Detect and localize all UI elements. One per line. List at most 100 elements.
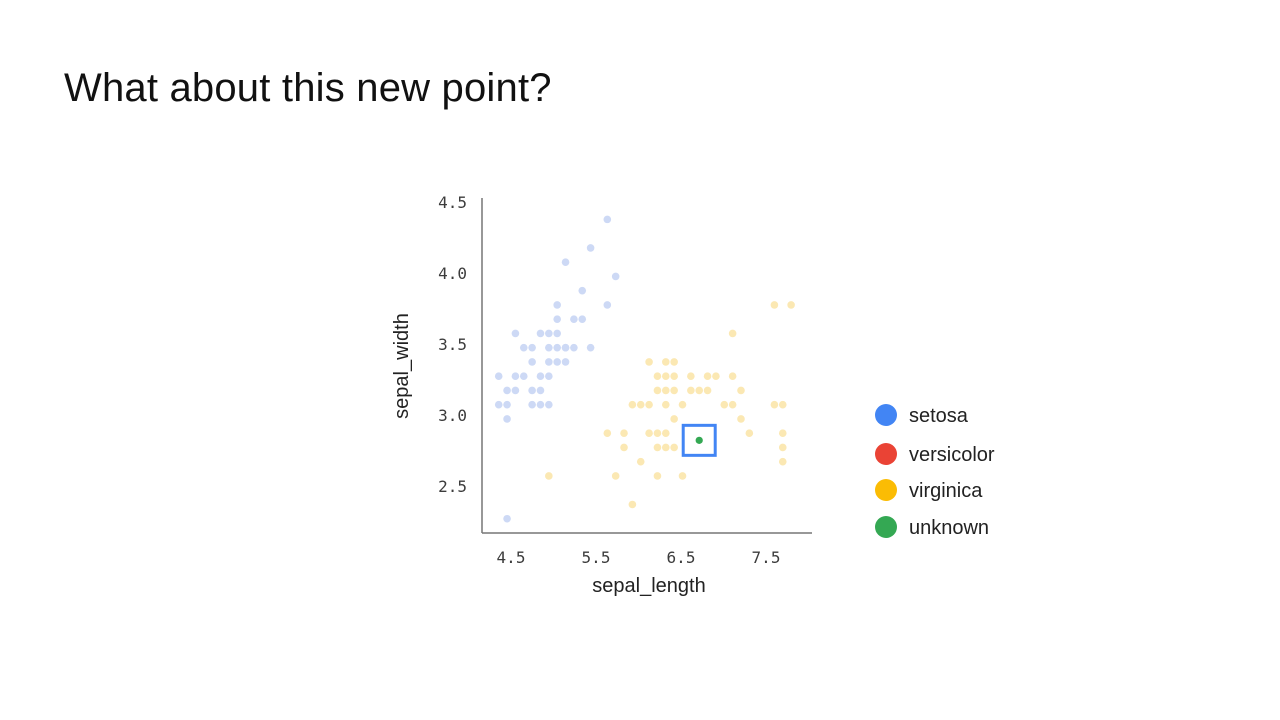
point-virginica [545, 472, 553, 480]
point-setosa [528, 386, 536, 395]
legend-label-unknown: unknown [909, 517, 989, 539]
point-setosa [494, 400, 503, 409]
point-setosa [511, 386, 520, 395]
point-virginica [653, 386, 662, 395]
y-tick-label: 4.0 [438, 264, 467, 283]
y-tick-label: 4.5 [438, 193, 467, 212]
slide-title: What about this new point? [64, 66, 552, 110]
point-virginica [670, 415, 678, 423]
point-setosa [553, 301, 561, 309]
point-virginica [645, 358, 653, 366]
point-virginica [636, 457, 645, 466]
point-virginica [670, 443, 678, 452]
point-virginica [661, 386, 670, 395]
point-virginica [737, 415, 745, 423]
point-virginica [678, 400, 687, 409]
point-virginica [678, 472, 687, 480]
point-setosa [528, 358, 536, 366]
point-setosa [611, 272, 620, 281]
point-setosa [503, 400, 511, 409]
point-virginica [670, 358, 678, 366]
point-virginica [653, 429, 662, 438]
point-virginica [687, 386, 695, 395]
point-virginica [620, 429, 628, 438]
legend-swatch-virginica [875, 479, 897, 501]
point-virginica [653, 443, 662, 452]
legend-label-setosa: setosa [909, 405, 969, 427]
point-virginica [728, 329, 737, 338]
point-virginica [728, 372, 737, 380]
point-setosa [570, 315, 578, 323]
point-setosa [553, 329, 561, 338]
point-setosa [561, 343, 570, 352]
point-setosa [536, 386, 545, 395]
point-virginica [645, 429, 653, 438]
point-setosa [511, 329, 520, 338]
point-virginica [628, 500, 637, 509]
point-setosa [494, 372, 503, 380]
points-layer [494, 215, 795, 523]
point-virginica [703, 372, 712, 380]
point-setosa [545, 400, 553, 409]
point-virginica [653, 472, 662, 480]
point-virginica [661, 400, 670, 409]
legend-item-unknown: unknown [875, 516, 989, 539]
x-tick-label: 6.5 [667, 548, 696, 567]
legend-swatch-setosa [875, 404, 897, 426]
point-setosa [503, 415, 511, 423]
legend-item-virginica: virginica [875, 479, 983, 502]
point-virginica [670, 386, 678, 395]
point-setosa [519, 372, 528, 380]
point-setosa [586, 343, 595, 352]
legend-label-virginica: virginica [909, 480, 983, 502]
y-axis-title: sepal_width [391, 313, 413, 419]
x-axis-title: sepal_length [592, 575, 705, 597]
point-setosa [503, 386, 511, 395]
y-tick-label: 3.5 [438, 335, 467, 354]
point-setosa [536, 329, 545, 338]
point-virginica [703, 386, 712, 395]
point-virginica [728, 400, 737, 409]
highlight-layer [681, 423, 717, 457]
point-setosa [553, 358, 561, 366]
point-setosa [503, 514, 511, 523]
point-virginica [778, 400, 787, 409]
point-virginica [745, 429, 754, 438]
x-tick-labels: 4.5 5.5 6.5 7.5 [497, 548, 781, 567]
x-tick-label: 7.5 [752, 548, 781, 567]
point-virginica [611, 472, 620, 480]
point-setosa [545, 372, 553, 380]
point-setosa [545, 343, 553, 352]
point-virginica [653, 372, 662, 380]
point-virginica [620, 443, 628, 452]
point-unknown [695, 436, 703, 444]
point-setosa [536, 400, 545, 409]
point-virginica [737, 386, 745, 395]
point-setosa [519, 343, 528, 352]
legend-item-versicolor: versicolor [875, 443, 995, 466]
point-virginica [778, 457, 787, 466]
point-setosa [603, 301, 612, 309]
y-tick-labels: 2.5 3.0 3.5 4.0 4.5 [438, 193, 467, 496]
point-setosa [586, 244, 595, 252]
point-virginica [787, 301, 795, 309]
point-setosa [561, 258, 570, 266]
x-tick-label: 4.5 [497, 548, 526, 567]
legend: setosa versicolor virginica unknown [875, 404, 995, 539]
point-setosa [578, 286, 587, 295]
point-virginica [695, 386, 704, 395]
y-tick-label: 3.0 [438, 406, 467, 425]
point-setosa [528, 343, 536, 352]
point-setosa [553, 315, 561, 323]
point-virginica [778, 443, 787, 452]
point-virginica [687, 372, 695, 380]
legend-label-versicolor: versicolor [909, 444, 995, 466]
point-virginica [720, 400, 729, 409]
point-setosa [603, 215, 612, 224]
point-virginica [645, 400, 653, 409]
point-virginica [661, 372, 670, 380]
legend-swatch-versicolor [875, 443, 897, 465]
legend-swatch-unknown [875, 516, 897, 538]
